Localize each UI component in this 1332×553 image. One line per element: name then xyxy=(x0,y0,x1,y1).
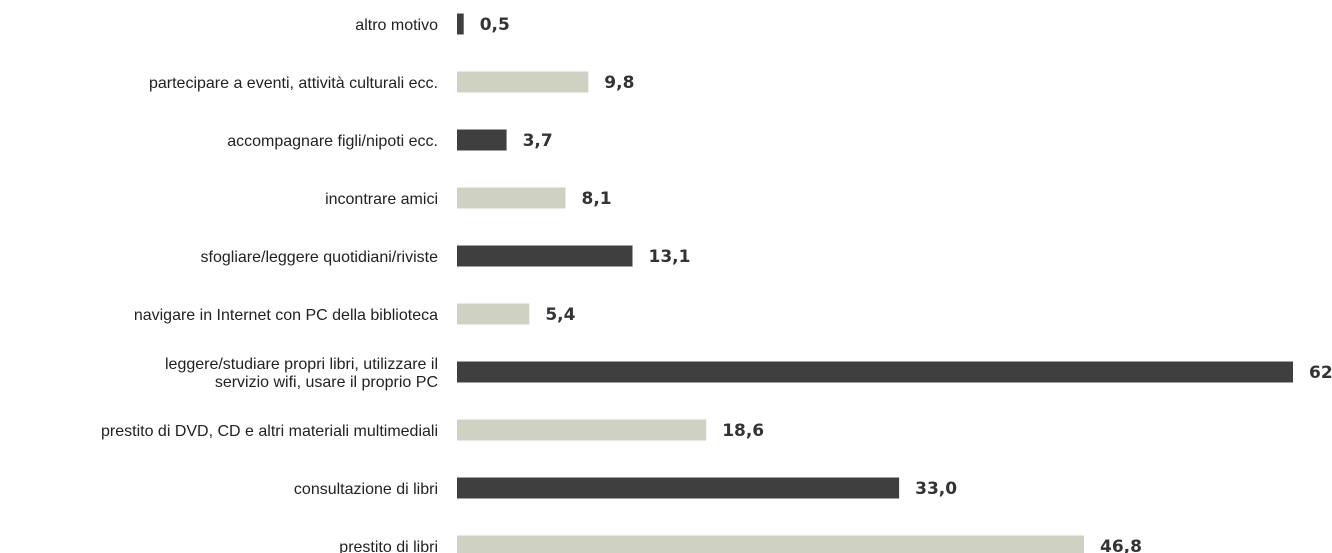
category-label: partecipare a eventi, attività culturali… xyxy=(149,75,438,92)
bar-row: sfogliare/leggere quotidiani/riviste 13,1 xyxy=(201,245,691,267)
bar-row: navigare in Internet con PC della biblio… xyxy=(134,303,576,325)
bar-row: incontrare amici 8,1 xyxy=(325,187,612,209)
bar-row: accompagnare figli/nipoti ecc. 3,7 xyxy=(227,129,553,151)
category-label: servizio wifi, usare il proprio PC xyxy=(215,374,438,391)
category-label: accompagnare figli/nipoti ecc. xyxy=(227,133,438,150)
bar-row: consultazione di libri 33,0 xyxy=(294,477,957,499)
bar xyxy=(457,361,1293,383)
bar xyxy=(457,129,507,151)
bar-row: prestito di DVD, CD e altri materiali mu… xyxy=(101,419,764,441)
category-label: sfogliare/leggere quotidiani/riviste xyxy=(201,249,439,266)
category-label: incontrare amici xyxy=(325,191,438,208)
value-label: 46,8 xyxy=(1100,537,1142,553)
value-label: 62,4 xyxy=(1309,363,1332,383)
value-label: 9,8 xyxy=(604,73,634,93)
category-label: consultazione di libri xyxy=(294,481,438,498)
bar xyxy=(457,303,530,325)
value-label: 8,1 xyxy=(582,189,612,209)
bar-row: altro motivo 0,5 xyxy=(355,13,510,35)
value-label: 13,1 xyxy=(649,247,691,267)
bar xyxy=(457,535,1084,553)
category-label: prestito di libri xyxy=(339,539,438,553)
bar-row: leggere/studiare propri libri, utilizzar… xyxy=(165,356,1332,391)
bar xyxy=(457,245,633,267)
bar xyxy=(457,419,707,441)
value-label: 0,5 xyxy=(480,15,510,35)
bar-row: prestito di libri 46,8 xyxy=(339,535,1142,553)
bar xyxy=(457,187,566,209)
category-label: leggere/studiare propri libri, utilizzar… xyxy=(165,356,438,373)
bar-row: partecipare a eventi, attività culturali… xyxy=(149,71,634,93)
category-label: prestito di DVD, CD e altri materiali mu… xyxy=(101,423,438,440)
value-label: 18,6 xyxy=(722,421,764,441)
bar xyxy=(457,71,589,93)
category-label: altro motivo xyxy=(355,17,438,34)
bar xyxy=(457,477,900,499)
value-label: 5,4 xyxy=(545,305,575,325)
value-label: 3,7 xyxy=(523,131,553,151)
bar xyxy=(457,13,464,35)
value-label: 33,0 xyxy=(915,479,957,499)
category-label: navigare in Internet con PC della biblio… xyxy=(134,307,438,324)
